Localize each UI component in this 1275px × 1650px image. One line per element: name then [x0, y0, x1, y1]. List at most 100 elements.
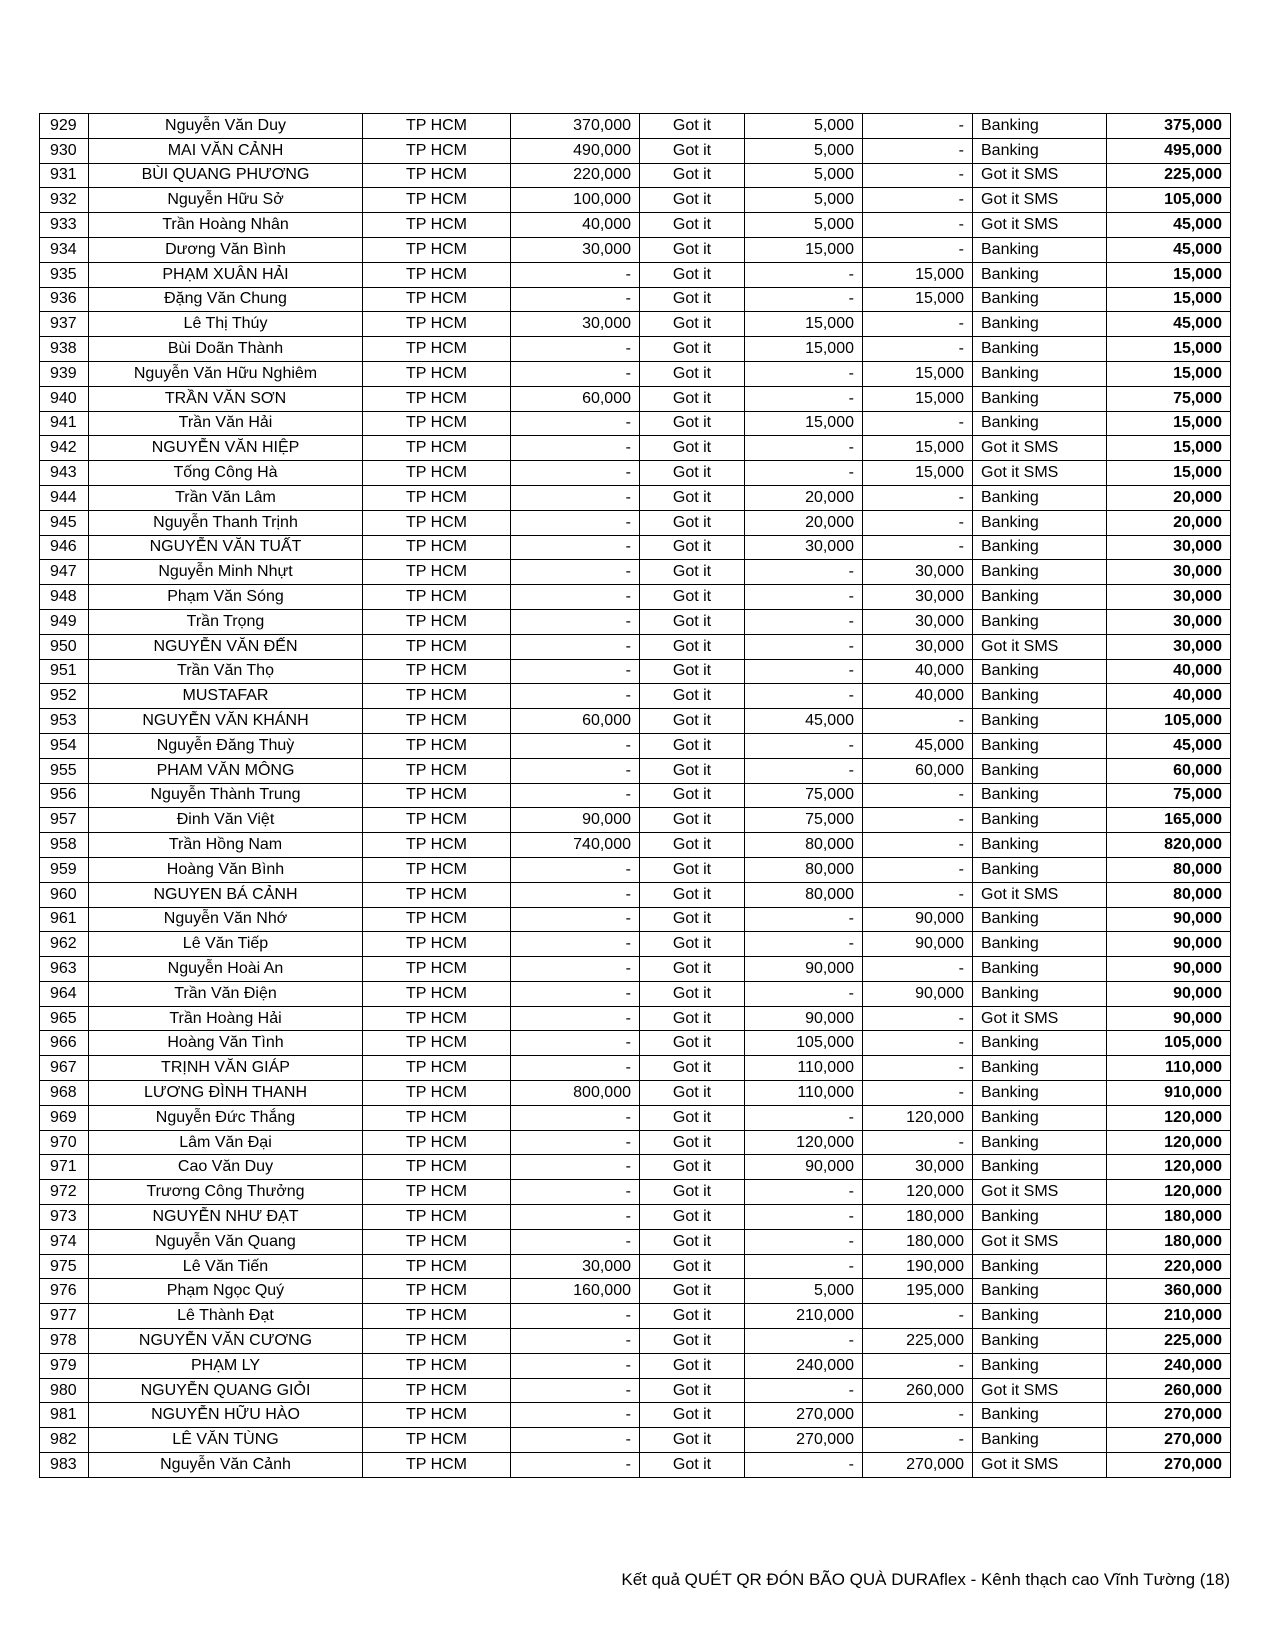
- amount-1-cell: 60,000: [510, 385, 640, 412]
- amount-1-cell: 40,000: [510, 212, 640, 238]
- name-cell: Nguyễn Đăng Thuỳ: [88, 732, 363, 759]
- method-cell: Got it SMS: [972, 1005, 1107, 1032]
- amount-2-cell: 15,000: [744, 311, 863, 338]
- name-cell: Nguyễn Văn Hữu Nghiêm: [88, 360, 363, 387]
- table-row: 966 Hoàng Văn Tình TP HCM - Got it 105,000- Ba…: [39, 1030, 1231, 1057]
- method-cell: Banking: [972, 261, 1107, 288]
- city-cell: TP HCM: [362, 484, 511, 511]
- city-cell: TP HCM: [362, 980, 511, 1007]
- name-cell: Bùi Doãn Thành: [88, 336, 363, 362]
- status-cell: Got it: [639, 509, 745, 536]
- table-row: 962 Lê Văn Tiếp TP HCM - Got it -90,000 Bankin…: [39, 931, 1231, 958]
- amount-1-cell: -: [510, 732, 640, 759]
- total-cell: 210,000: [1106, 1303, 1231, 1330]
- status-cell: Got it: [639, 906, 745, 933]
- row-number: 963: [39, 956, 89, 982]
- amount-3-cell: -: [862, 236, 973, 263]
- name-cell: TRẦN VĂN SƠN: [88, 385, 363, 412]
- status-cell: Got it: [639, 956, 745, 982]
- amount-2-cell: -: [744, 1179, 863, 1206]
- status-cell: Got it: [639, 286, 745, 313]
- amount-2-cell: 80,000: [744, 881, 863, 908]
- status-cell: Got it: [639, 187, 745, 214]
- name-cell: NGUYEN BÁ CẢNH: [88, 881, 363, 908]
- total-cell: 165,000: [1106, 807, 1231, 834]
- amount-2-cell: 80,000: [744, 832, 863, 858]
- method-cell: Banking: [972, 1204, 1107, 1230]
- table-row: 983 Nguyễn Văn Cảnh TP HCM - Got it -270,000 G…: [39, 1452, 1231, 1478]
- name-cell: NGUYỄN VĂN TUẤT: [88, 534, 363, 561]
- status-cell: Got it: [639, 1179, 745, 1206]
- table-row: 961 Nguyễn Văn Nhớ TP HCM - Got it -90,000 Ban…: [39, 906, 1231, 933]
- total-cell: 30,000: [1106, 534, 1231, 561]
- name-cell: NGUYỄN NHƯ ĐẠT: [88, 1204, 363, 1230]
- amount-2-cell: -: [744, 1253, 863, 1280]
- table-row: 964 Trần Văn Điện TP HCM - Got it -90,000 Bank…: [39, 980, 1231, 1007]
- total-cell: 120,000: [1106, 1154, 1231, 1181]
- table-row: 960 NGUYEN BÁ CẢNH TP HCM - Got it 80,000- Got…: [39, 881, 1231, 908]
- status-cell: Got it: [639, 1452, 745, 1478]
- city-cell: TP HCM: [362, 1303, 511, 1330]
- amount-1-cell: 30,000: [510, 311, 640, 338]
- city-cell: TP HCM: [362, 410, 511, 437]
- amount-1-cell: -: [510, 261, 640, 288]
- total-cell: 15,000: [1106, 286, 1231, 313]
- total-cell: 15,000: [1106, 261, 1231, 288]
- row-number: 969: [39, 1104, 89, 1131]
- table-row: 959 Hoàng Văn Bình TP HCM - Got it 80,000- Ban…: [39, 856, 1231, 883]
- amount-2-cell: -: [744, 1228, 863, 1255]
- amount-3-cell: 30,000: [862, 559, 973, 586]
- amount-3-cell: -: [862, 956, 973, 982]
- amount-1-cell: -: [510, 633, 640, 660]
- name-cell: Cao Văn Duy: [88, 1154, 363, 1181]
- table-row: 935 PHẠM XUÂN HẢI TP HCM - Got it -15,000 Bank…: [39, 261, 1231, 288]
- amount-2-cell: -: [744, 261, 863, 288]
- method-cell: Banking: [972, 757, 1107, 784]
- total-cell: 180,000: [1106, 1204, 1231, 1230]
- method-cell: Banking: [972, 683, 1107, 710]
- table-row: 951 Trần Văn Thọ TP HCM - Got it -40,000 Banki…: [39, 658, 1231, 685]
- city-cell: TP HCM: [362, 311, 511, 338]
- city-cell: TP HCM: [362, 212, 511, 238]
- status-cell: Got it: [639, 732, 745, 759]
- amount-2-cell: 210,000: [744, 1303, 863, 1330]
- method-cell: Banking: [972, 1303, 1107, 1330]
- table-row: 933 Trần Hoàng Nhân TP HCM 40,000 Got it 5,00…: [39, 212, 1231, 238]
- amount-1-cell: -: [510, 608, 640, 635]
- row-number: 929: [39, 113, 89, 139]
- row-number: 942: [39, 435, 89, 462]
- city-cell: TP HCM: [362, 113, 511, 139]
- name-cell: NGUYỄN VĂN CƯƠNG: [88, 1328, 363, 1354]
- city-cell: TP HCM: [362, 683, 511, 710]
- city-cell: TP HCM: [362, 1005, 511, 1032]
- row-number: 981: [39, 1402, 89, 1429]
- total-cell: 15,000: [1106, 410, 1231, 437]
- amount-2-cell: 20,000: [744, 484, 863, 511]
- name-cell: BÙI QUANG PHƯƠNG: [88, 162, 363, 189]
- city-cell: TP HCM: [362, 336, 511, 362]
- name-cell: PHAM VĂN MÔNG: [88, 757, 363, 784]
- status-cell: Got it: [639, 608, 745, 635]
- name-cell: NGUYỄN HỮU HÀO: [88, 1402, 363, 1429]
- amount-1-cell: -: [510, 1402, 640, 1429]
- status-cell: Got it: [639, 931, 745, 958]
- status-cell: Got it: [639, 460, 745, 486]
- city-cell: TP HCM: [362, 286, 511, 313]
- table-row: 943 Tống Công Hà TP HCM - Got it -15,000 Got i…: [39, 460, 1231, 486]
- total-cell: 360,000: [1106, 1278, 1231, 1305]
- amount-1-cell: -: [510, 1328, 640, 1354]
- total-cell: 45,000: [1106, 732, 1231, 759]
- table-row: 930 MAI VĂN CẢNH TP HCM 490,000 Got it 5,000-…: [39, 137, 1231, 164]
- city-cell: TP HCM: [362, 1402, 511, 1429]
- amount-1-cell: 60,000: [510, 708, 640, 734]
- amount-3-cell: 15,000: [862, 435, 973, 462]
- city-cell: TP HCM: [362, 1377, 511, 1404]
- row-number: 954: [39, 732, 89, 759]
- amount-3-cell: -: [862, 336, 973, 362]
- status-cell: Got it: [639, 410, 745, 437]
- city-cell: TP HCM: [362, 1154, 511, 1181]
- row-number: 951: [39, 658, 89, 685]
- amount-1-cell: 30,000: [510, 236, 640, 263]
- method-cell: Got it SMS: [972, 460, 1107, 486]
- amount-3-cell: -: [862, 782, 973, 809]
